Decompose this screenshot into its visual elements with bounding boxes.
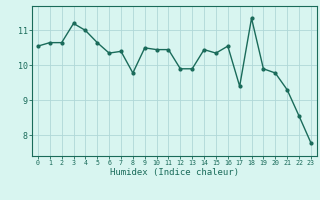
X-axis label: Humidex (Indice chaleur): Humidex (Indice chaleur)	[110, 168, 239, 177]
